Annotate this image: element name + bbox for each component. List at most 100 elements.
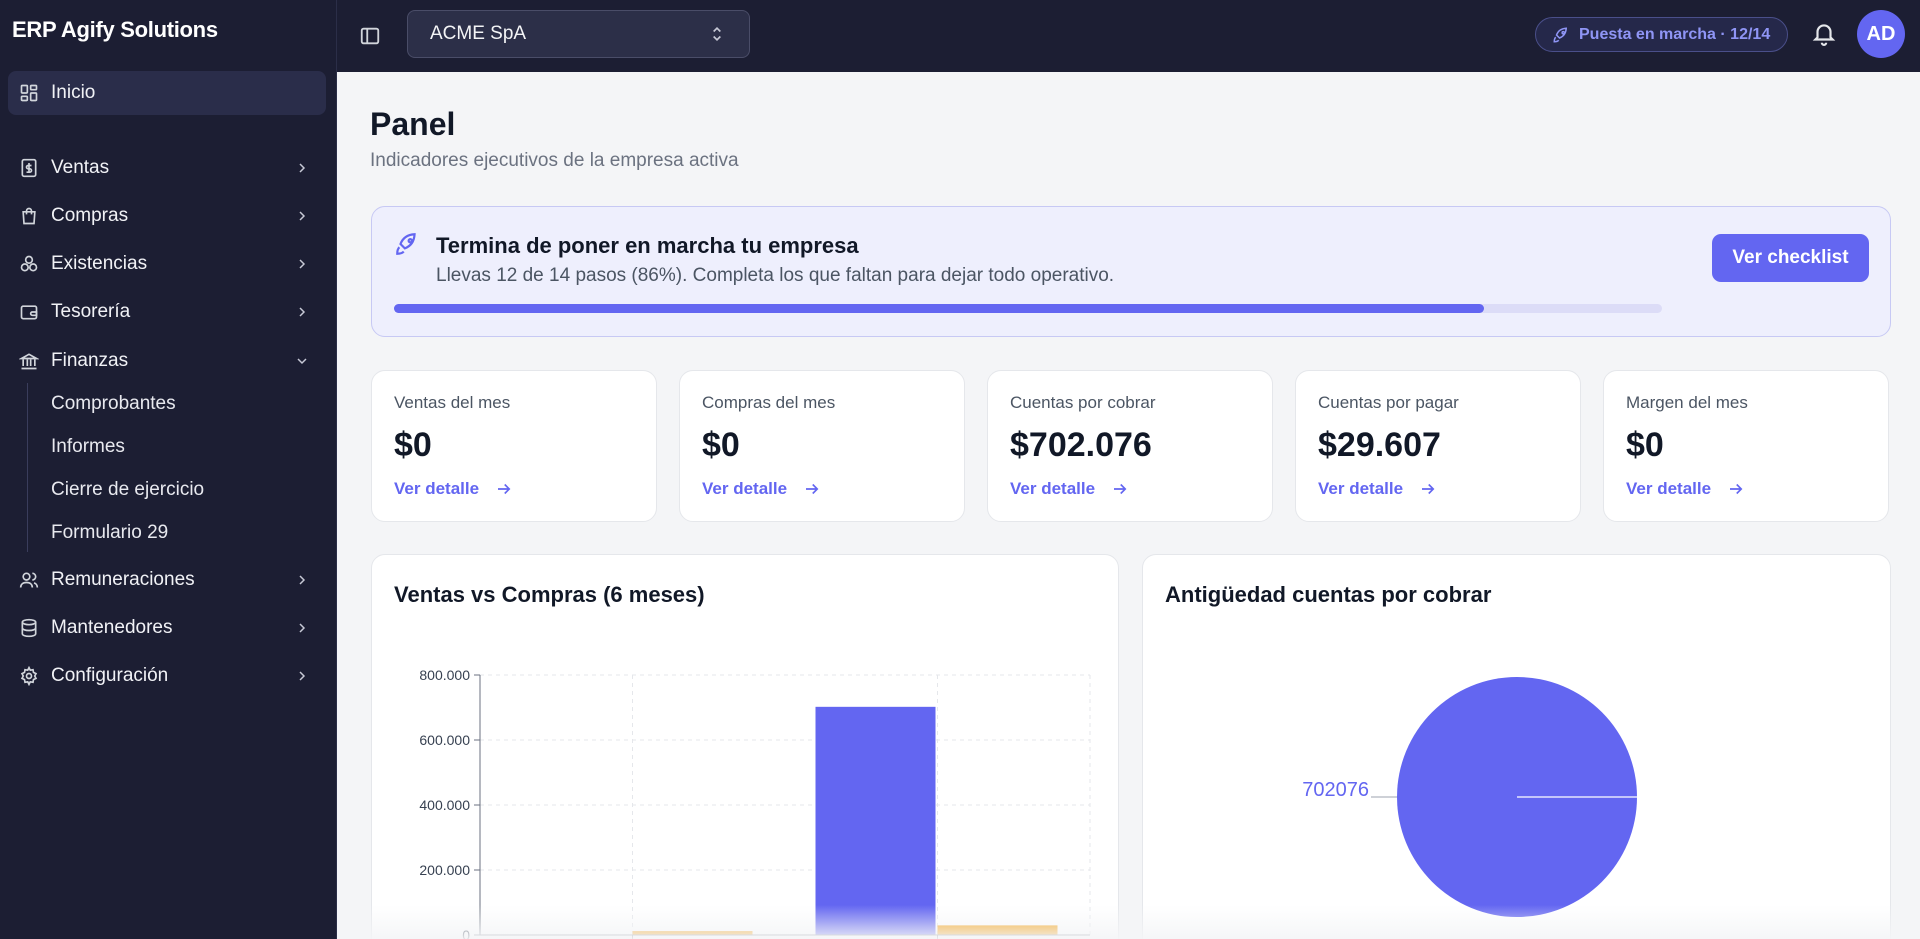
finanzas-submenu: Comprobantes Informes Cierre de ejercici… [27,383,317,552]
grid-icon [18,82,40,104]
sidebar-subitem-cierre-ejercicio[interactable]: Cierre de ejercicio [51,479,205,500]
sidebar-subitem-formulario-29[interactable]: Formulario 29 [51,522,169,543]
sidebar-item-existencias[interactable]: Existencias [8,242,326,286]
y-tick-label: 600.000 [419,732,470,748]
onboarding-progress-bar [394,304,1662,313]
banner-title: Termina de poner en marcha tu empresa [436,233,859,258]
bar [937,925,1058,935]
kpi-link-label: Ver detalle [1010,479,1096,498]
chart-title: Antigüedad cuentas por cobrar [1165,582,1492,607]
chevron-right-icon [292,254,312,274]
bank-icon [18,350,40,372]
kpi-card-cuentas-cobrar: Cuentas por cobrar $702.076 Ver detalle [987,370,1273,522]
page-title: Panel [370,106,456,142]
sidebar-item-remuneraciones[interactable]: Remuneraciones [8,558,326,602]
rocket-icon [1552,26,1570,44]
shopping-bag-icon [18,205,40,227]
sidebar-item-configuracion[interactable]: Configuración [8,654,326,698]
chevron-right-icon [292,666,312,686]
sidebar-item-label: Ventas [51,157,110,178]
chevron-right-icon [292,206,312,226]
kpi-label: Cuentas por pagar [1318,393,1459,412]
kpi-detail-link[interactable]: Ver detalle [702,479,821,499]
arrow-right-icon [1419,480,1437,498]
onboarding-pill-label: Puesta en marcha · 12/14 [1579,25,1771,43]
sidebar-item-label: Inicio [51,82,96,103]
y-tick-label: 0 [462,927,470,939]
kpi-value: $702.076 [1010,426,1152,464]
receivables-aging-card: Antigüedad cuentas por cobrar 702076 [1142,554,1891,939]
onboarding-banner: Termina de poner en marcha tu empresa Ll… [371,206,1891,337]
bar [632,931,753,935]
avatar[interactable]: AD [1857,10,1905,58]
kpi-detail-link[interactable]: Ver detalle [1626,479,1745,499]
chart-title: Ventas vs Compras (6 meses) [394,582,705,607]
kpi-label: Cuentas por cobrar [1010,393,1156,412]
kpi-card-compras: Compras del mes $0 Ver detalle [679,370,965,522]
bell-icon[interactable] [1811,20,1839,48]
kpi-link-label: Ver detalle [702,479,788,498]
arrow-right-icon [495,480,513,498]
brand-title: ERP Agify Solutions [12,17,218,42]
wallet-icon [18,301,40,323]
sidebar-toggle-icon[interactable] [357,23,383,49]
chevron-right-icon [292,618,312,638]
arrow-right-icon [1727,480,1745,498]
kpi-value: $0 [394,426,432,464]
arrow-right-icon [1111,480,1129,498]
y-tick-label: 200.000 [419,862,470,878]
kpi-value: $29.607 [1318,426,1441,464]
sidebar-item-label: Mantenedores [51,617,173,638]
receipt-icon [18,157,40,179]
onboarding-pill[interactable]: Puesta en marcha · 12/14 [1535,17,1788,52]
kpi-label: Margen del mes [1626,393,1748,412]
kpi-detail-link[interactable]: Ver detalle [1010,479,1129,499]
view-checklist-button[interactable]: Ver checklist [1712,234,1869,282]
bar [815,706,936,935]
company-select[interactable]: ACME SpA [407,10,750,58]
kpi-card-ventas: Ventas del mes $0 Ver detalle [371,370,657,522]
sidebar: ERP Agify Solutions Inicio Ventas Compra… [0,0,337,939]
rocket-icon [394,231,420,257]
company-select-value: ACME SpA [430,23,527,44]
database-icon [18,617,40,639]
y-tick-label: 800.000 [419,667,470,683]
users-icon [18,569,40,591]
boxes-icon [18,253,40,275]
kpi-link-label: Ver detalle [1318,479,1404,498]
sidebar-item-inicio[interactable]: Inicio [8,71,326,115]
sidebar-item-label: Remuneraciones [51,569,195,590]
kpi-detail-link[interactable]: Ver detalle [394,479,513,499]
sidebar-item-mantenedores[interactable]: Mantenedores [8,606,326,650]
chevron-right-icon [292,570,312,590]
sidebar-item-finanzas[interactable]: Finanzas [8,339,326,383]
chevron-updown-icon [707,24,727,44]
page-subtitle: Indicadores ejecutivos de la empresa act… [370,150,739,171]
kpi-link-label: Ver detalle [394,479,480,498]
chevron-right-icon [292,302,312,322]
onboarding-progress-fill [394,304,1485,313]
kpi-label: Ventas del mes [394,393,511,412]
y-tick-label: 400.000 [419,797,470,813]
sidebar-item-compras[interactable]: Compras [8,194,326,238]
kpi-value: $0 [1626,426,1664,464]
sidebar-item-label: Existencias [51,253,148,274]
pie-slice-label: 702076 [1302,779,1369,801]
banner-text: Llevas 12 de 14 pasos (86%). Completa lo… [436,265,1115,286]
sidebar-item-label: Finanzas [51,350,129,371]
sidebar-item-ventas[interactable]: Ventas [8,146,326,190]
kpi-detail-link[interactable]: Ver detalle [1318,479,1437,499]
bar-chart: 0200.000400.000600.000800.0002026-042026… [419,667,1091,939]
arrow-right-icon [803,480,821,498]
sales-vs-purchases-card: Ventas vs Compras (6 meses) 0 200.000 400.… [371,554,1119,939]
gear-icon [18,665,40,687]
sidebar-item-tesoreria[interactable]: Tesorería [8,290,326,334]
kpi-card-margen: Margen del mes $0 Ver detalle [1603,370,1889,522]
kpi-card-cuentas-pagar: Cuentas por pagar $29.607 Ver detalle [1295,370,1581,522]
sidebar-subitem-comprobantes[interactable]: Comprobantes [51,393,176,414]
topbar: ACME SpA Puesta en marcha · 12/14 AD [337,0,1920,72]
sidebar-subitem-informes[interactable]: Informes [51,436,125,457]
kpi-value: $0 [702,426,740,464]
sidebar-item-label: Compras [51,205,129,226]
pie-chart: 702076 [1302,677,1637,917]
